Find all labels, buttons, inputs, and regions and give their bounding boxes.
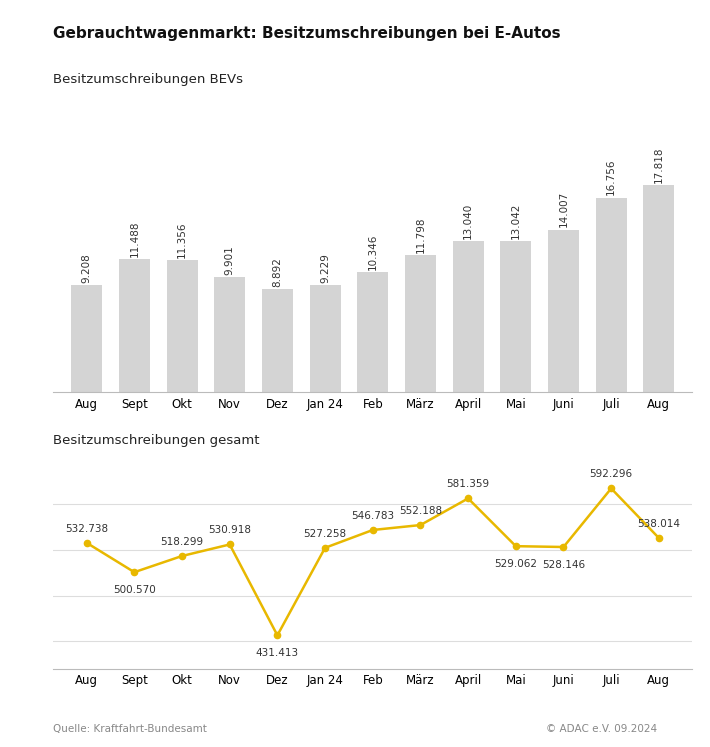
Text: 530.918: 530.918 — [208, 525, 251, 536]
Text: 11.488: 11.488 — [129, 220, 139, 256]
Text: 14.007: 14.007 — [559, 191, 569, 227]
Text: 552.188: 552.188 — [399, 506, 442, 516]
Bar — [71, 285, 102, 392]
Bar — [596, 198, 627, 392]
Text: 581.359: 581.359 — [447, 480, 490, 489]
Text: 527.258: 527.258 — [303, 529, 346, 539]
Text: 10.346: 10.346 — [368, 234, 378, 270]
Bar — [119, 259, 150, 392]
Text: 13.040: 13.040 — [463, 202, 473, 238]
Bar — [214, 277, 245, 392]
Bar — [643, 185, 674, 392]
Text: 17.818: 17.818 — [654, 146, 664, 183]
Text: 13.042: 13.042 — [510, 202, 521, 238]
Bar — [167, 261, 197, 392]
Bar — [453, 241, 484, 392]
Text: 11.356: 11.356 — [177, 222, 187, 258]
Text: 529.062: 529.062 — [494, 559, 537, 569]
Bar — [357, 272, 388, 392]
Text: 500.570: 500.570 — [113, 585, 155, 595]
Bar — [548, 229, 579, 392]
Bar — [262, 289, 293, 392]
Text: 8.892: 8.892 — [273, 257, 283, 287]
Text: Besitzumschreibungen gesamt: Besitzumschreibungen gesamt — [53, 434, 260, 447]
Text: © ADAC e.V. 09.2024: © ADAC e.V. 09.2024 — [545, 724, 657, 734]
Bar — [501, 241, 531, 392]
Bar — [310, 285, 341, 392]
Text: 431.413: 431.413 — [256, 648, 299, 658]
Text: 538.014: 538.014 — [638, 519, 680, 529]
Text: 9.208: 9.208 — [82, 253, 92, 283]
Text: Besitzumschreibungen BEVs: Besitzumschreibungen BEVs — [53, 73, 244, 86]
Text: 592.296: 592.296 — [589, 469, 633, 480]
Text: 16.756: 16.756 — [606, 159, 616, 196]
Text: Quelle: Kraftfahrt-Bundesamt: Quelle: Kraftfahrt-Bundesamt — [53, 724, 207, 734]
Text: 518.299: 518.299 — [160, 537, 204, 547]
Text: Gebrauchtwagenmarkt: Besitzumschreibungen bei E-Autos: Gebrauchtwagenmarkt: Besitzumschreibunge… — [53, 26, 561, 41]
Bar — [405, 255, 436, 392]
Text: 11.798: 11.798 — [415, 217, 425, 253]
Text: 532.738: 532.738 — [65, 524, 108, 533]
Text: 9.229: 9.229 — [320, 253, 330, 283]
Text: 546.783: 546.783 — [351, 511, 394, 521]
Text: 528.146: 528.146 — [542, 560, 585, 570]
Text: 9.901: 9.901 — [224, 245, 235, 275]
